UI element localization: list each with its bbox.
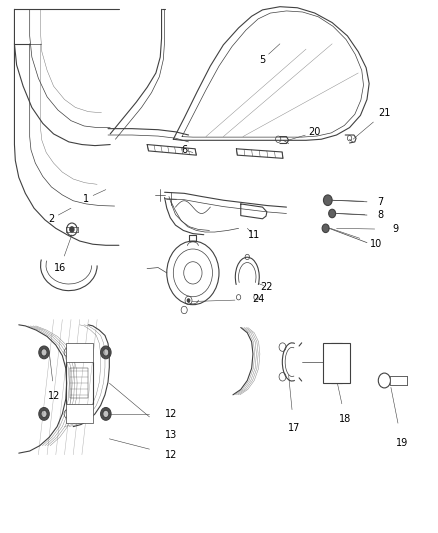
Text: 7: 7 [377,197,383,207]
Circle shape [101,346,111,359]
Circle shape [39,408,49,420]
Text: 20: 20 [308,127,321,138]
Text: 11: 11 [248,230,260,240]
Circle shape [328,209,336,217]
Circle shape [103,410,109,418]
Circle shape [71,347,80,358]
Circle shape [41,410,47,418]
Circle shape [101,408,111,420]
Bar [66,343,93,362]
Circle shape [187,299,190,302]
Circle shape [323,195,332,206]
Text: 2: 2 [48,214,55,224]
Text: 12: 12 [165,409,177,419]
Text: 12: 12 [48,391,61,401]
Text: 18: 18 [339,414,351,424]
Bar [323,343,350,383]
Circle shape [322,224,329,232]
Text: 12: 12 [165,450,177,460]
Circle shape [103,349,109,356]
Text: 16: 16 [54,263,66,272]
Text: 8: 8 [377,210,383,220]
Circle shape [70,227,74,232]
Circle shape [71,409,80,419]
Text: 22: 22 [261,281,273,292]
Circle shape [41,349,47,356]
Text: 17: 17 [288,423,300,433]
Text: 21: 21 [378,108,391,118]
Text: 10: 10 [370,239,382,249]
Text: 1: 1 [83,193,89,204]
Bar [66,405,93,423]
Text: 24: 24 [252,294,265,304]
Text: 9: 9 [392,224,398,235]
Text: 6: 6 [181,145,187,155]
Bar [390,376,407,385]
Text: 5: 5 [259,55,266,64]
Text: 13: 13 [165,430,177,440]
Circle shape [39,346,49,359]
Text: 19: 19 [396,438,408,448]
